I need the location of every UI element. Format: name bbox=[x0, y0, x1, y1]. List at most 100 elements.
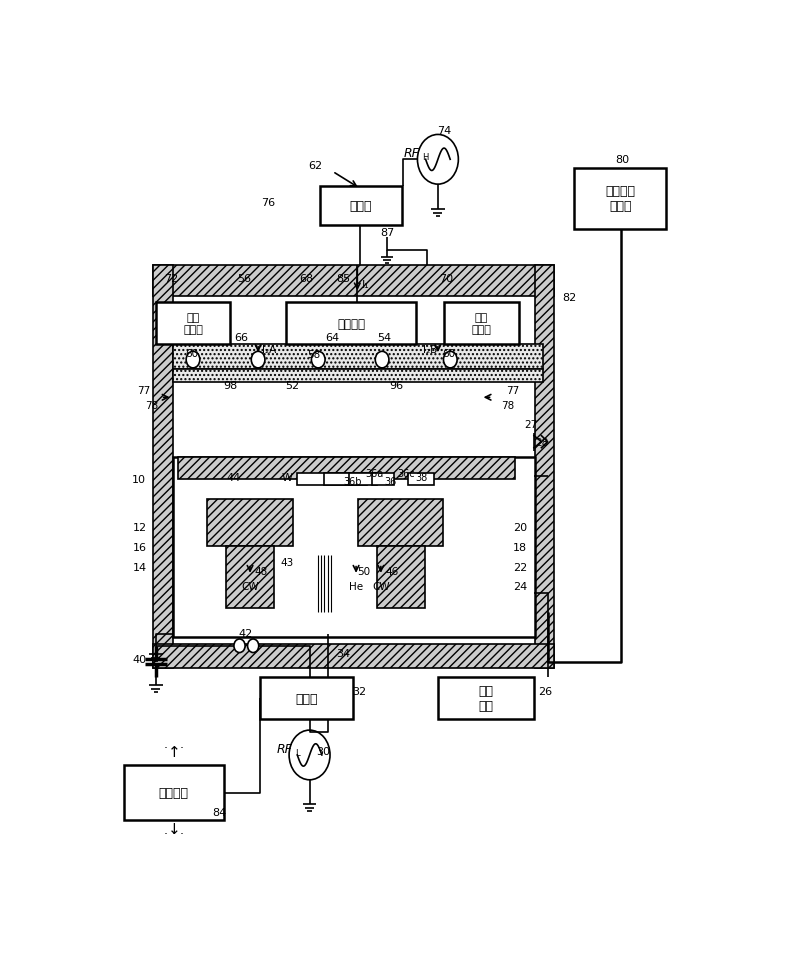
Text: 18: 18 bbox=[514, 542, 527, 553]
Text: 36c: 36c bbox=[398, 468, 415, 478]
Text: I₂B: I₂B bbox=[422, 345, 437, 355]
Bar bbox=[153, 266, 554, 297]
Text: 96: 96 bbox=[390, 381, 403, 391]
Text: RF: RF bbox=[277, 743, 293, 755]
Circle shape bbox=[375, 352, 389, 368]
Text: 主控制部: 主控制部 bbox=[158, 786, 189, 799]
Text: 24: 24 bbox=[514, 581, 527, 591]
Text: 14: 14 bbox=[134, 562, 147, 573]
Text: 74: 74 bbox=[437, 126, 451, 136]
Text: 12: 12 bbox=[134, 523, 147, 532]
Bar bbox=[350, 474, 377, 486]
FancyBboxPatch shape bbox=[444, 303, 518, 345]
Text: 77: 77 bbox=[137, 385, 150, 396]
FancyBboxPatch shape bbox=[574, 168, 666, 231]
Bar bbox=[534, 266, 554, 668]
Bar bbox=[325, 474, 366, 486]
Circle shape bbox=[311, 352, 325, 368]
Bar bbox=[153, 644, 554, 668]
Text: 78: 78 bbox=[145, 401, 158, 410]
FancyBboxPatch shape bbox=[260, 678, 353, 719]
Text: 76: 76 bbox=[262, 198, 276, 208]
Text: 54: 54 bbox=[377, 332, 391, 343]
Text: L: L bbox=[295, 748, 299, 757]
Text: 44: 44 bbox=[226, 473, 241, 483]
Text: 28: 28 bbox=[535, 438, 549, 448]
Text: 52: 52 bbox=[285, 381, 299, 391]
Text: 48: 48 bbox=[254, 567, 268, 576]
Text: 82: 82 bbox=[562, 293, 577, 303]
Text: 72: 72 bbox=[164, 274, 178, 283]
Text: 70: 70 bbox=[439, 274, 453, 283]
Text: · · ·: · · · bbox=[164, 827, 184, 840]
Text: I₁: I₁ bbox=[362, 279, 370, 289]
FancyBboxPatch shape bbox=[286, 303, 416, 345]
Text: 60: 60 bbox=[185, 349, 198, 359]
Text: 26: 26 bbox=[538, 686, 552, 697]
Bar bbox=[226, 547, 274, 609]
Text: 34: 34 bbox=[337, 649, 350, 658]
Text: 84: 84 bbox=[213, 807, 226, 818]
Text: 87: 87 bbox=[380, 228, 394, 238]
Text: 98: 98 bbox=[223, 381, 238, 391]
Bar bbox=[153, 266, 173, 668]
Text: I₂A: I₂A bbox=[262, 345, 276, 355]
Bar bbox=[377, 547, 425, 609]
Text: ↑: ↑ bbox=[167, 743, 180, 759]
Text: · · ·: · · · bbox=[164, 742, 184, 754]
Text: RF: RF bbox=[404, 147, 420, 160]
Text: 30: 30 bbox=[316, 746, 330, 756]
FancyBboxPatch shape bbox=[156, 303, 230, 345]
Bar bbox=[178, 458, 515, 479]
Text: He: He bbox=[349, 581, 363, 591]
Circle shape bbox=[234, 639, 245, 653]
FancyBboxPatch shape bbox=[438, 678, 534, 719]
Text: 电容
可变部: 电容 可变部 bbox=[183, 313, 203, 334]
Circle shape bbox=[443, 352, 457, 368]
Text: CW: CW bbox=[372, 581, 390, 591]
Text: CW: CW bbox=[242, 581, 259, 591]
Text: 电容
可变部: 电容 可变部 bbox=[471, 313, 491, 334]
Text: 43: 43 bbox=[281, 558, 294, 568]
Text: 50: 50 bbox=[358, 567, 370, 576]
Text: 80: 80 bbox=[615, 154, 629, 164]
Text: 36: 36 bbox=[384, 477, 396, 487]
Text: 20: 20 bbox=[514, 523, 527, 532]
Bar bbox=[207, 499, 293, 547]
Text: H: H bbox=[422, 152, 429, 161]
Text: 58: 58 bbox=[307, 349, 321, 360]
Text: 36a: 36a bbox=[366, 468, 384, 478]
FancyBboxPatch shape bbox=[320, 187, 402, 226]
Text: 排气
装置: 排气 装置 bbox=[478, 685, 494, 712]
Text: 32: 32 bbox=[352, 686, 366, 697]
Text: 42: 42 bbox=[238, 628, 253, 638]
Text: 22: 22 bbox=[514, 562, 527, 573]
Circle shape bbox=[186, 352, 200, 368]
Text: 处理气体
供给源: 处理气体 供给源 bbox=[605, 186, 635, 213]
Circle shape bbox=[247, 639, 258, 653]
Text: 10: 10 bbox=[132, 475, 146, 485]
Text: 56: 56 bbox=[238, 274, 251, 283]
Bar bbox=[407, 474, 434, 486]
Text: 38: 38 bbox=[415, 473, 427, 483]
Circle shape bbox=[251, 352, 265, 368]
FancyBboxPatch shape bbox=[123, 766, 224, 820]
Text: ↓: ↓ bbox=[167, 822, 180, 836]
Text: 匹配器: 匹配器 bbox=[295, 692, 318, 704]
Bar bbox=[173, 369, 542, 383]
Text: 66: 66 bbox=[234, 332, 248, 343]
Text: 40: 40 bbox=[132, 654, 146, 664]
Text: 变压器部: 变压器部 bbox=[337, 318, 365, 330]
Bar bbox=[358, 499, 443, 547]
Text: 46: 46 bbox=[386, 567, 398, 576]
Text: 36b: 36b bbox=[343, 477, 362, 487]
Bar bbox=[173, 297, 534, 644]
Text: 匹配器: 匹配器 bbox=[350, 199, 372, 213]
Text: 77: 77 bbox=[506, 385, 519, 396]
Bar bbox=[173, 458, 534, 637]
Text: 78: 78 bbox=[502, 401, 514, 410]
Text: 68: 68 bbox=[298, 274, 313, 283]
Text: 85: 85 bbox=[337, 274, 350, 283]
Text: 60: 60 bbox=[442, 349, 455, 359]
Bar bbox=[297, 474, 352, 486]
